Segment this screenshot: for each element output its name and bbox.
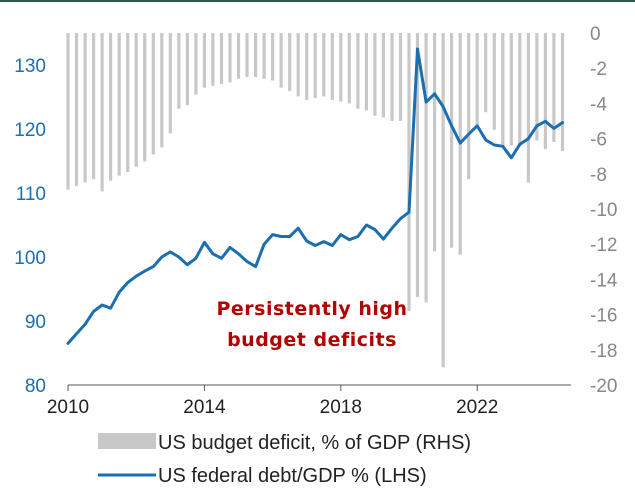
deficit-bar [356, 33, 360, 109]
right-tick-label: -2 [590, 59, 607, 80]
deficit-bar [194, 33, 198, 95]
right-tick-label: -8 [590, 165, 607, 186]
deficit-bar [254, 33, 258, 77]
deficit-bar [262, 33, 266, 79]
right-axis-ticks: 0 -2 -4 -6 -8 -10 -12 -14 -16 -18 -20 [590, 24, 618, 397]
deficit-bar [552, 33, 556, 143]
deficit-bar [509, 33, 513, 146]
deficit-bar [441, 33, 445, 368]
left-tick-label: 100 [14, 248, 46, 269]
right-tick-label: -20 [590, 376, 617, 397]
left-tick-label: 110 [16, 184, 46, 205]
x-axis-ticks: 2010 2014 2018 2022 [47, 385, 498, 418]
right-tick-label: -10 [590, 200, 617, 221]
right-tick-label: -12 [590, 235, 617, 256]
deficit-bar [245, 33, 249, 77]
deficit-bar [279, 33, 283, 88]
right-tick-label: 0 [590, 24, 601, 45]
x-tick-label: 2022 [456, 397, 498, 418]
left-axis-ticks: 80 90 100 110 120 130 [14, 56, 46, 397]
deficit-bar [347, 33, 351, 104]
deficit-bar [398, 33, 403, 121]
deficit-bar [228, 33, 232, 83]
deficit-bar [526, 33, 530, 183]
deficit-bar [339, 33, 343, 102]
deficit-bar [501, 33, 505, 148]
deficit-bar [415, 33, 420, 297]
left-tick-label: 130 [14, 56, 46, 77]
deficit-bar [219, 33, 224, 84]
deficit-bar [407, 33, 411, 312]
deficit-bar [109, 33, 113, 181]
deficit-bar [66, 33, 70, 190]
deficit-bar [433, 33, 437, 252]
legend-label-debt: US federal debt/GDP % (LHS) [158, 465, 427, 487]
deficit-bar [424, 33, 428, 303]
deficit-bar [271, 33, 275, 81]
deficit-bar [467, 33, 471, 180]
deficit-bar [74, 33, 79, 187]
deficit-bar [518, 33, 522, 146]
annotation-line-1: Persistently high [216, 298, 407, 320]
right-tick-label: -14 [590, 270, 618, 291]
deficit-bar [313, 33, 317, 99]
deficit-bar [168, 33, 172, 134]
deficit-bar [560, 33, 565, 151]
right-tick-label: -4 [590, 94, 607, 115]
deficit-bar [126, 33, 130, 172]
debt-gdp-line [66, 47, 564, 345]
right-tick-label: -16 [590, 306, 617, 327]
x-tick-label: 2018 [320, 397, 362, 418]
deficit-bar [151, 33, 155, 155]
deficit-bar [177, 33, 181, 109]
deficit-bar [296, 33, 300, 97]
deficit-bar [236, 33, 241, 79]
deficit-bar [202, 33, 206, 88]
legend-label-deficit: US budget deficit, % of GDP (RHS) [158, 432, 471, 454]
deficit-bar [390, 33, 394, 121]
deficit-bar [160, 33, 164, 148]
left-tick-label: 80 [25, 376, 46, 397]
deficit-bar [492, 33, 496, 130]
left-tick-label: 90 [25, 312, 46, 333]
annotation-line-2: budget deficits [227, 329, 397, 351]
deficit-bar [117, 33, 121, 176]
deficit-bar [185, 33, 189, 106]
x-tick-label: 2014 [183, 397, 226, 418]
deficit-bar [211, 33, 215, 86]
x-tick-label: 2010 [47, 397, 89, 418]
deficit-bar [535, 33, 539, 141]
deficit-bar [484, 33, 488, 113]
deficit-bar [330, 33, 334, 100]
deficit-bar [475, 33, 479, 125]
deficit-bar [381, 33, 385, 118]
deficit-bar [450, 33, 454, 248]
deficit-bar [364, 33, 368, 111]
deficit-bar [288, 33, 292, 92]
deficit-bar [305, 33, 309, 100]
deficit-bar [100, 33, 104, 192]
deficit-bar [92, 33, 96, 180]
right-tick-label: -6 [590, 130, 607, 151]
deficit-bar [134, 33, 138, 167]
left-tick-label: 120 [14, 120, 46, 141]
deficit-bar [543, 33, 547, 150]
legend-swatch-bars [98, 433, 156, 449]
deficit-bar [373, 33, 377, 116]
right-tick-label: -18 [590, 341, 617, 362]
deficit-bar [83, 33, 87, 183]
deficit-bar [322, 33, 326, 97]
legend: US budget deficit, % of GDP (RHS) US fed… [98, 432, 471, 487]
deficit-bar [143, 33, 147, 162]
